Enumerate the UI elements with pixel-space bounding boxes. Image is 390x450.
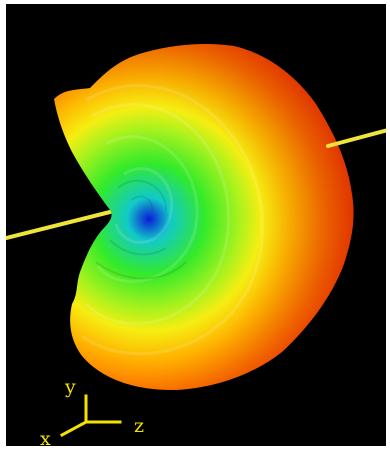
axis-shaft-right bbox=[326, 128, 386, 148]
axis-x-line bbox=[59, 419, 89, 438]
axis-triad bbox=[59, 394, 122, 438]
axis-y-label: y bbox=[65, 376, 76, 398]
axis-shaft-left bbox=[6, 210, 112, 240]
render-viewport[interactable]: y z x bbox=[6, 4, 386, 446]
axis-z-label: z bbox=[134, 415, 145, 437]
axis-x-label: x bbox=[40, 428, 51, 447]
radiation-pattern-render bbox=[6, 44, 386, 438]
